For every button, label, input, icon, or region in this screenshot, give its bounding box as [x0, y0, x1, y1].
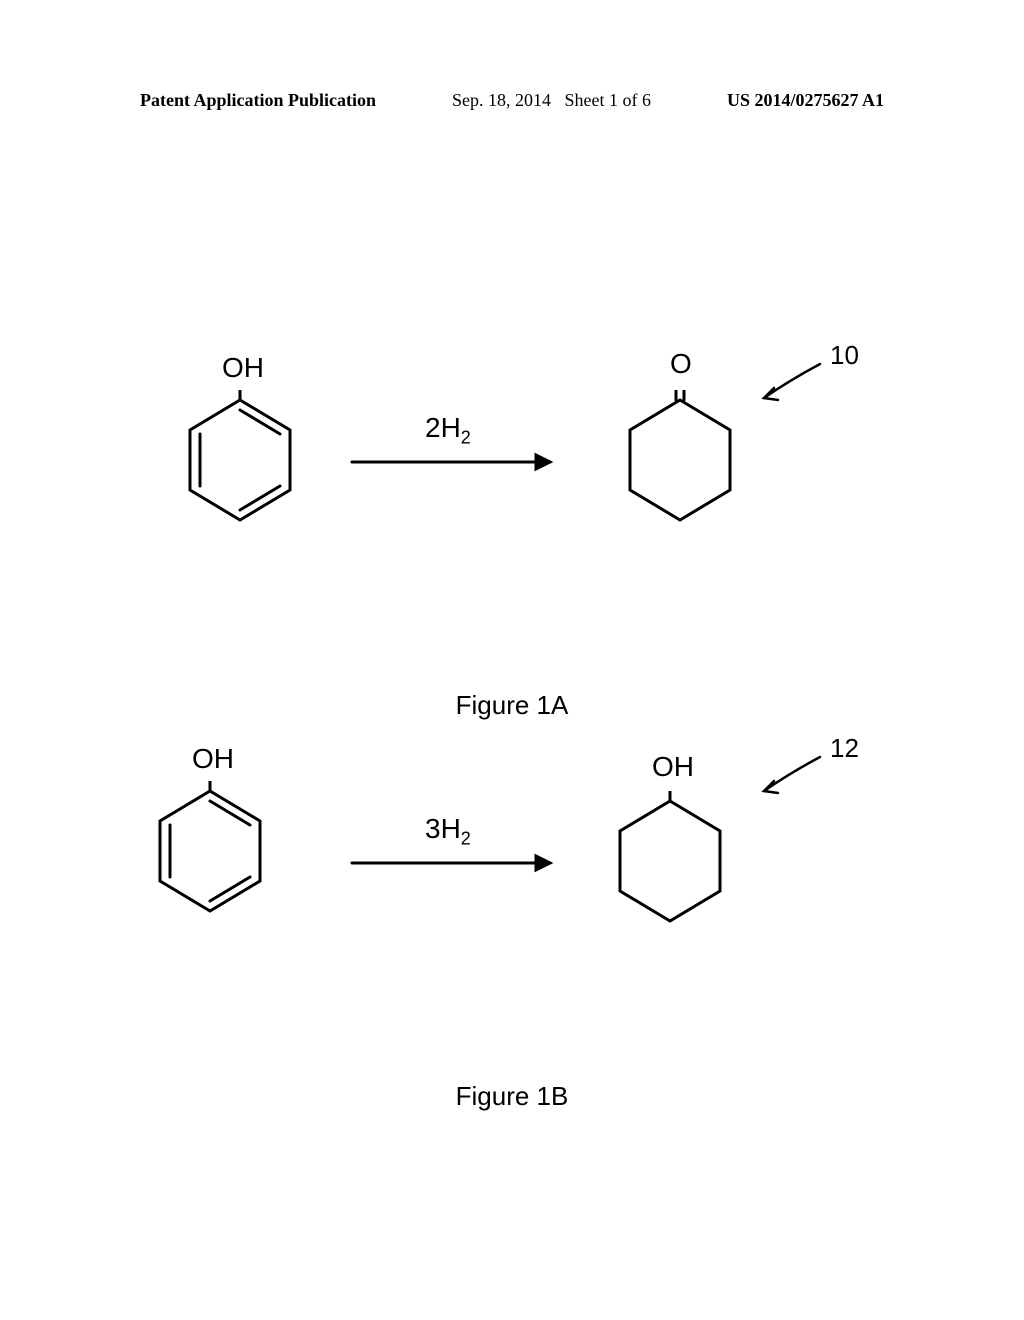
- header-pubnum: US 2014/0275627 A1: [727, 90, 884, 111]
- reaction-arrow-icon: [350, 851, 570, 875]
- benzene-ring-icon: [180, 390, 310, 540]
- substituent-label-oh: OH: [192, 743, 234, 775]
- substituent-label-oh: OH: [222, 352, 264, 384]
- leader-line-icon: [750, 362, 830, 412]
- cyclohexanone-ring-icon: [620, 390, 750, 540]
- cyclohexanol-ring-icon: [610, 791, 740, 941]
- reaction-scheme-a: OH 2H2: [150, 390, 874, 630]
- reactant-phenol-a: OH: [180, 390, 310, 545]
- reagent-sub: 2: [461, 428, 471, 448]
- reagent-base: 3H: [425, 813, 461, 844]
- reaction-arrow-icon: [350, 450, 570, 474]
- reactant-phenol-b: OH: [150, 781, 280, 936]
- figure-caption-b: Figure 1B: [150, 1081, 874, 1112]
- reagent-label-a: 2H2: [425, 412, 471, 449]
- header-sheet: Sheet 1 of 6: [565, 90, 651, 110]
- reaction-scheme-b: OH 3H2 OH: [150, 781, 874, 1021]
- product-cyclohexanol: OH: [610, 791, 740, 946]
- reagent-base: 2H: [425, 412, 461, 443]
- leader-line-icon: [750, 755, 830, 805]
- benzene-ring-icon: [150, 781, 280, 931]
- header-date: Sep. 18, 2014: [452, 90, 551, 110]
- substituent-label-oh: OH: [652, 751, 694, 783]
- substituent-label-o: O: [670, 348, 692, 380]
- header-date-sheet: Sep. 18, 2014 Sheet 1 of 6: [452, 90, 651, 111]
- figure-caption-a: Figure 1A: [150, 690, 874, 721]
- page-header: Patent Application Publication Sep. 18, …: [140, 90, 884, 111]
- reagent-sub: 2: [461, 829, 471, 849]
- reagent-label-b: 3H2: [425, 813, 471, 850]
- figure-content: OH 2H2: [150, 390, 874, 1142]
- reference-number-b: 12: [830, 733, 859, 764]
- reference-number-a: 10: [830, 340, 859, 371]
- header-publication-type: Patent Application Publication: [140, 90, 376, 111]
- product-cyclohexanone: O: [620, 390, 750, 545]
